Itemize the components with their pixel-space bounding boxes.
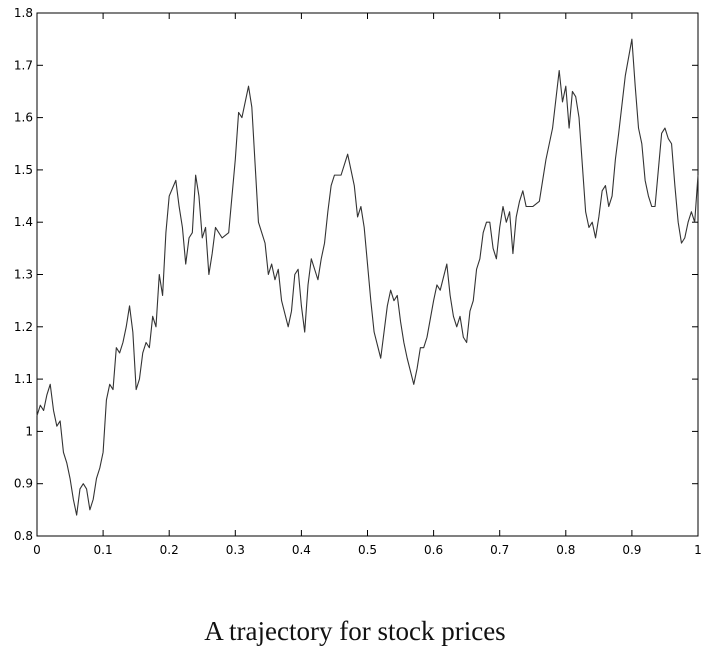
y-tick-label: 1.3 (14, 268, 33, 282)
y-tick-label: 1.4 (14, 215, 33, 229)
y-tick-label: 1 (25, 424, 33, 438)
x-tick-label: 0 (33, 543, 41, 557)
y-tick-label: 1.8 (14, 6, 33, 20)
y-tick-label: 1.2 (14, 320, 33, 334)
x-tick-label: 0.8 (556, 543, 575, 557)
caption: A trajectory for stock prices (204, 616, 505, 646)
plot-frame (36, 12, 699, 537)
x-tick-label: 0.1 (94, 543, 113, 557)
x-tick-label: 0.9 (622, 543, 641, 557)
y-tick-label: 1.6 (14, 111, 33, 125)
y-tick-label: 1.5 (14, 163, 33, 177)
x-tick-label: 0.5 (358, 543, 377, 557)
x-tick-label: 1 (694, 543, 702, 557)
y-tick-label: 1.7 (14, 58, 33, 72)
x-tick-label: 0.3 (226, 543, 245, 557)
x-tick-label: 0.2 (160, 543, 179, 557)
y-tick-label: 1.1 (14, 372, 33, 386)
x-tick-label: 0.4 (292, 543, 311, 557)
price-line (36, 38, 699, 516)
x-tick-label: 0.7 (490, 543, 509, 557)
y-tick-label: 0.8 (14, 529, 33, 543)
y-tick-label: 0.9 (14, 477, 33, 491)
x-tick-label: 0.6 (424, 543, 443, 557)
